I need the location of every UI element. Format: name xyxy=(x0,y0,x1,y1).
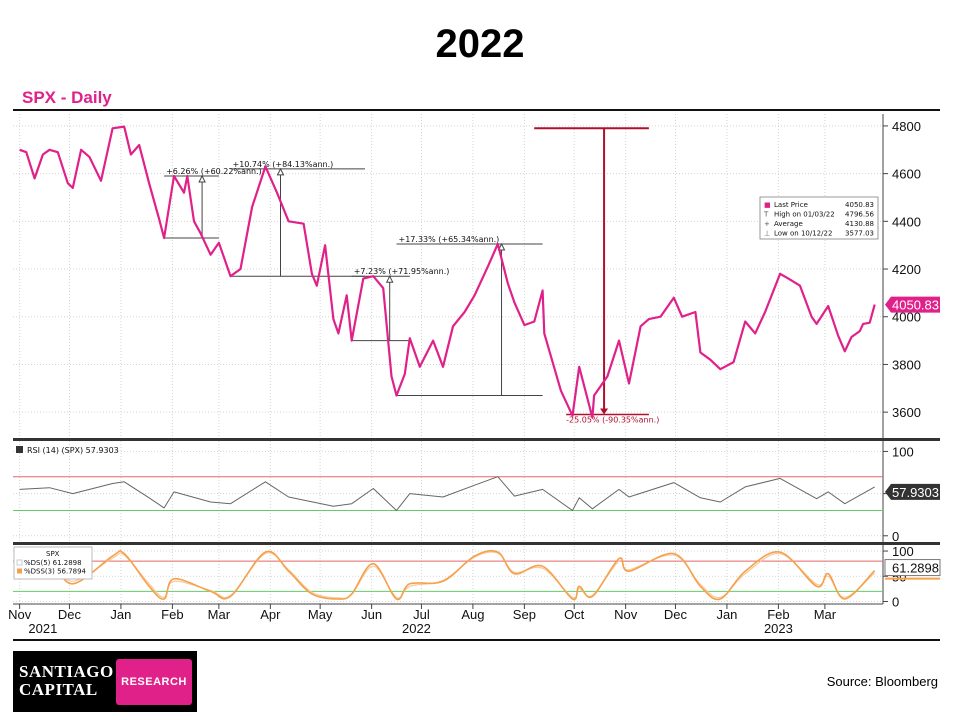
price-legend-value-1: 4796.56 xyxy=(845,211,874,219)
x-tick-label-8: Jul xyxy=(413,607,430,622)
rsi-last-tag-bg xyxy=(885,483,940,500)
rally-label-0: +6.26% (+60.22%ann.) xyxy=(166,167,262,176)
stoch-legend-label-1: %DSS(3) 56.7894 xyxy=(24,568,87,576)
x-tick-label-6: May xyxy=(308,607,333,622)
rally-arrow-1 xyxy=(276,167,285,176)
price-tick-label-4400: 4400 xyxy=(892,214,921,229)
rally-label-1: +10.74% (+84.13%ann.) xyxy=(233,160,334,169)
stoch-ds-line xyxy=(19,549,876,601)
price-tick-label-3600: 3600 xyxy=(892,405,921,420)
price-legend-label-2: Average xyxy=(774,220,803,228)
x-tick-label-5: Apr xyxy=(260,607,281,622)
logo-research-badge: RESEARCH xyxy=(116,659,192,705)
price-legend-value-2: 4130.88 xyxy=(845,220,874,228)
stoch-legend-swatch-1 xyxy=(17,568,22,574)
logo-line1: SANTIAGO xyxy=(19,662,114,681)
price-last-tag-bg xyxy=(885,296,940,313)
top-divider xyxy=(13,109,940,111)
stoch-legend-label-0: %DS(5) 61.2898 xyxy=(24,559,82,567)
x-tick-label-16: Mar xyxy=(814,607,837,622)
stoch-tick-label-0: 0 xyxy=(892,594,899,609)
x-tick-label-14: Jan xyxy=(716,607,737,622)
rsi-last-tag-text: 57.9303 xyxy=(892,485,939,500)
rsi-tick-label-100: 100 xyxy=(892,444,914,459)
spx-price-line xyxy=(19,125,876,419)
x-tick-label-2: Jan xyxy=(110,607,131,622)
price-legend-label-1: High on 01/03/22 xyxy=(774,211,835,219)
stoch-tick-label-100: 100 xyxy=(892,544,914,559)
drawdown-arrow xyxy=(600,408,609,415)
x-tick-label-10: Sep xyxy=(513,607,536,622)
x-year-label-2022: 2022 xyxy=(402,621,431,636)
x-tick-label-9: Aug xyxy=(461,607,484,622)
price-tick-label-4000: 4000 xyxy=(892,310,921,325)
price-legend-marker-3: ⊥ xyxy=(764,230,770,238)
stoch-legend-box xyxy=(13,546,93,580)
rally-arrow-0 xyxy=(198,174,206,183)
price-tick-label-4600: 4600 xyxy=(892,167,921,182)
price-legend-value-3: 3577.03 xyxy=(845,230,874,238)
logo-line2: CAPITAL xyxy=(19,680,98,699)
price-tick-label-3800: 3800 xyxy=(892,357,921,372)
bottom-divider xyxy=(13,639,940,641)
price-last-tag-text: 4050.83 xyxy=(892,298,939,313)
x-tick-label-15: Feb xyxy=(767,607,789,622)
stoch-dss-line xyxy=(19,551,876,599)
stoch-last-tag-bg xyxy=(884,559,941,577)
rsi-legend-swatch xyxy=(16,446,23,453)
price-tick-label-4200: 4200 xyxy=(892,262,921,277)
x-tick-label-3: Feb xyxy=(161,607,183,622)
spx-chart: 3600380040004200440046004800050100050100… xyxy=(8,114,941,636)
x-tick-label-7: Jun xyxy=(361,607,382,622)
price-tick-label-4800: 4800 xyxy=(892,119,921,134)
price-legend-label-3: Low on 10/12/22 xyxy=(774,230,832,238)
x-tick-label-1: Dec xyxy=(58,607,82,622)
x-tick-label-0: Nov xyxy=(8,607,32,622)
x-year-label-2023: 2023 xyxy=(764,621,793,636)
rally-arrow-2 xyxy=(385,275,394,283)
rsi-legend-label: RSI (14) (SPX) 57.9303 xyxy=(27,446,119,455)
rally-label-2: +7.23% (+71.95%ann.) xyxy=(354,267,450,276)
price-legend-marker-0: ■ xyxy=(764,201,771,209)
x-tick-label-11: Oct xyxy=(564,607,585,622)
santiago-capital-logo: SANTIAGO CAPITAL RESEARCH xyxy=(13,651,197,712)
x-tick-label-13: Dec xyxy=(664,607,688,622)
stoch-legend-title: SPX xyxy=(46,550,60,558)
source-note: Source: Bloomberg xyxy=(826,674,938,689)
stoch-last-tag-text: 61.2898 xyxy=(892,561,939,576)
x-year-label-2021: 2021 xyxy=(28,621,57,636)
price-legend-marker-1: T xyxy=(763,211,769,219)
rally-label-3: +17.33% (+65.34%ann.) xyxy=(399,235,500,244)
chart-subtitle: SPX - Daily xyxy=(22,88,112,107)
x-tick-label-12: Nov xyxy=(614,607,638,622)
drawdown-label: -25.05% (-90.35%ann.) xyxy=(566,416,659,425)
stoch-legend-swatch-0 xyxy=(16,559,23,566)
page-title: 2022 xyxy=(435,22,525,66)
price-legend-box xyxy=(759,196,879,240)
rsi-line xyxy=(19,476,875,511)
rsi-tick-label-0: 0 xyxy=(892,529,899,544)
price-legend-marker-2: + xyxy=(764,220,770,228)
price-legend-label-0: Last Price xyxy=(774,201,808,209)
x-tick-label-4: Mar xyxy=(208,607,231,622)
price-legend-value-0: 4050.83 xyxy=(845,201,874,209)
